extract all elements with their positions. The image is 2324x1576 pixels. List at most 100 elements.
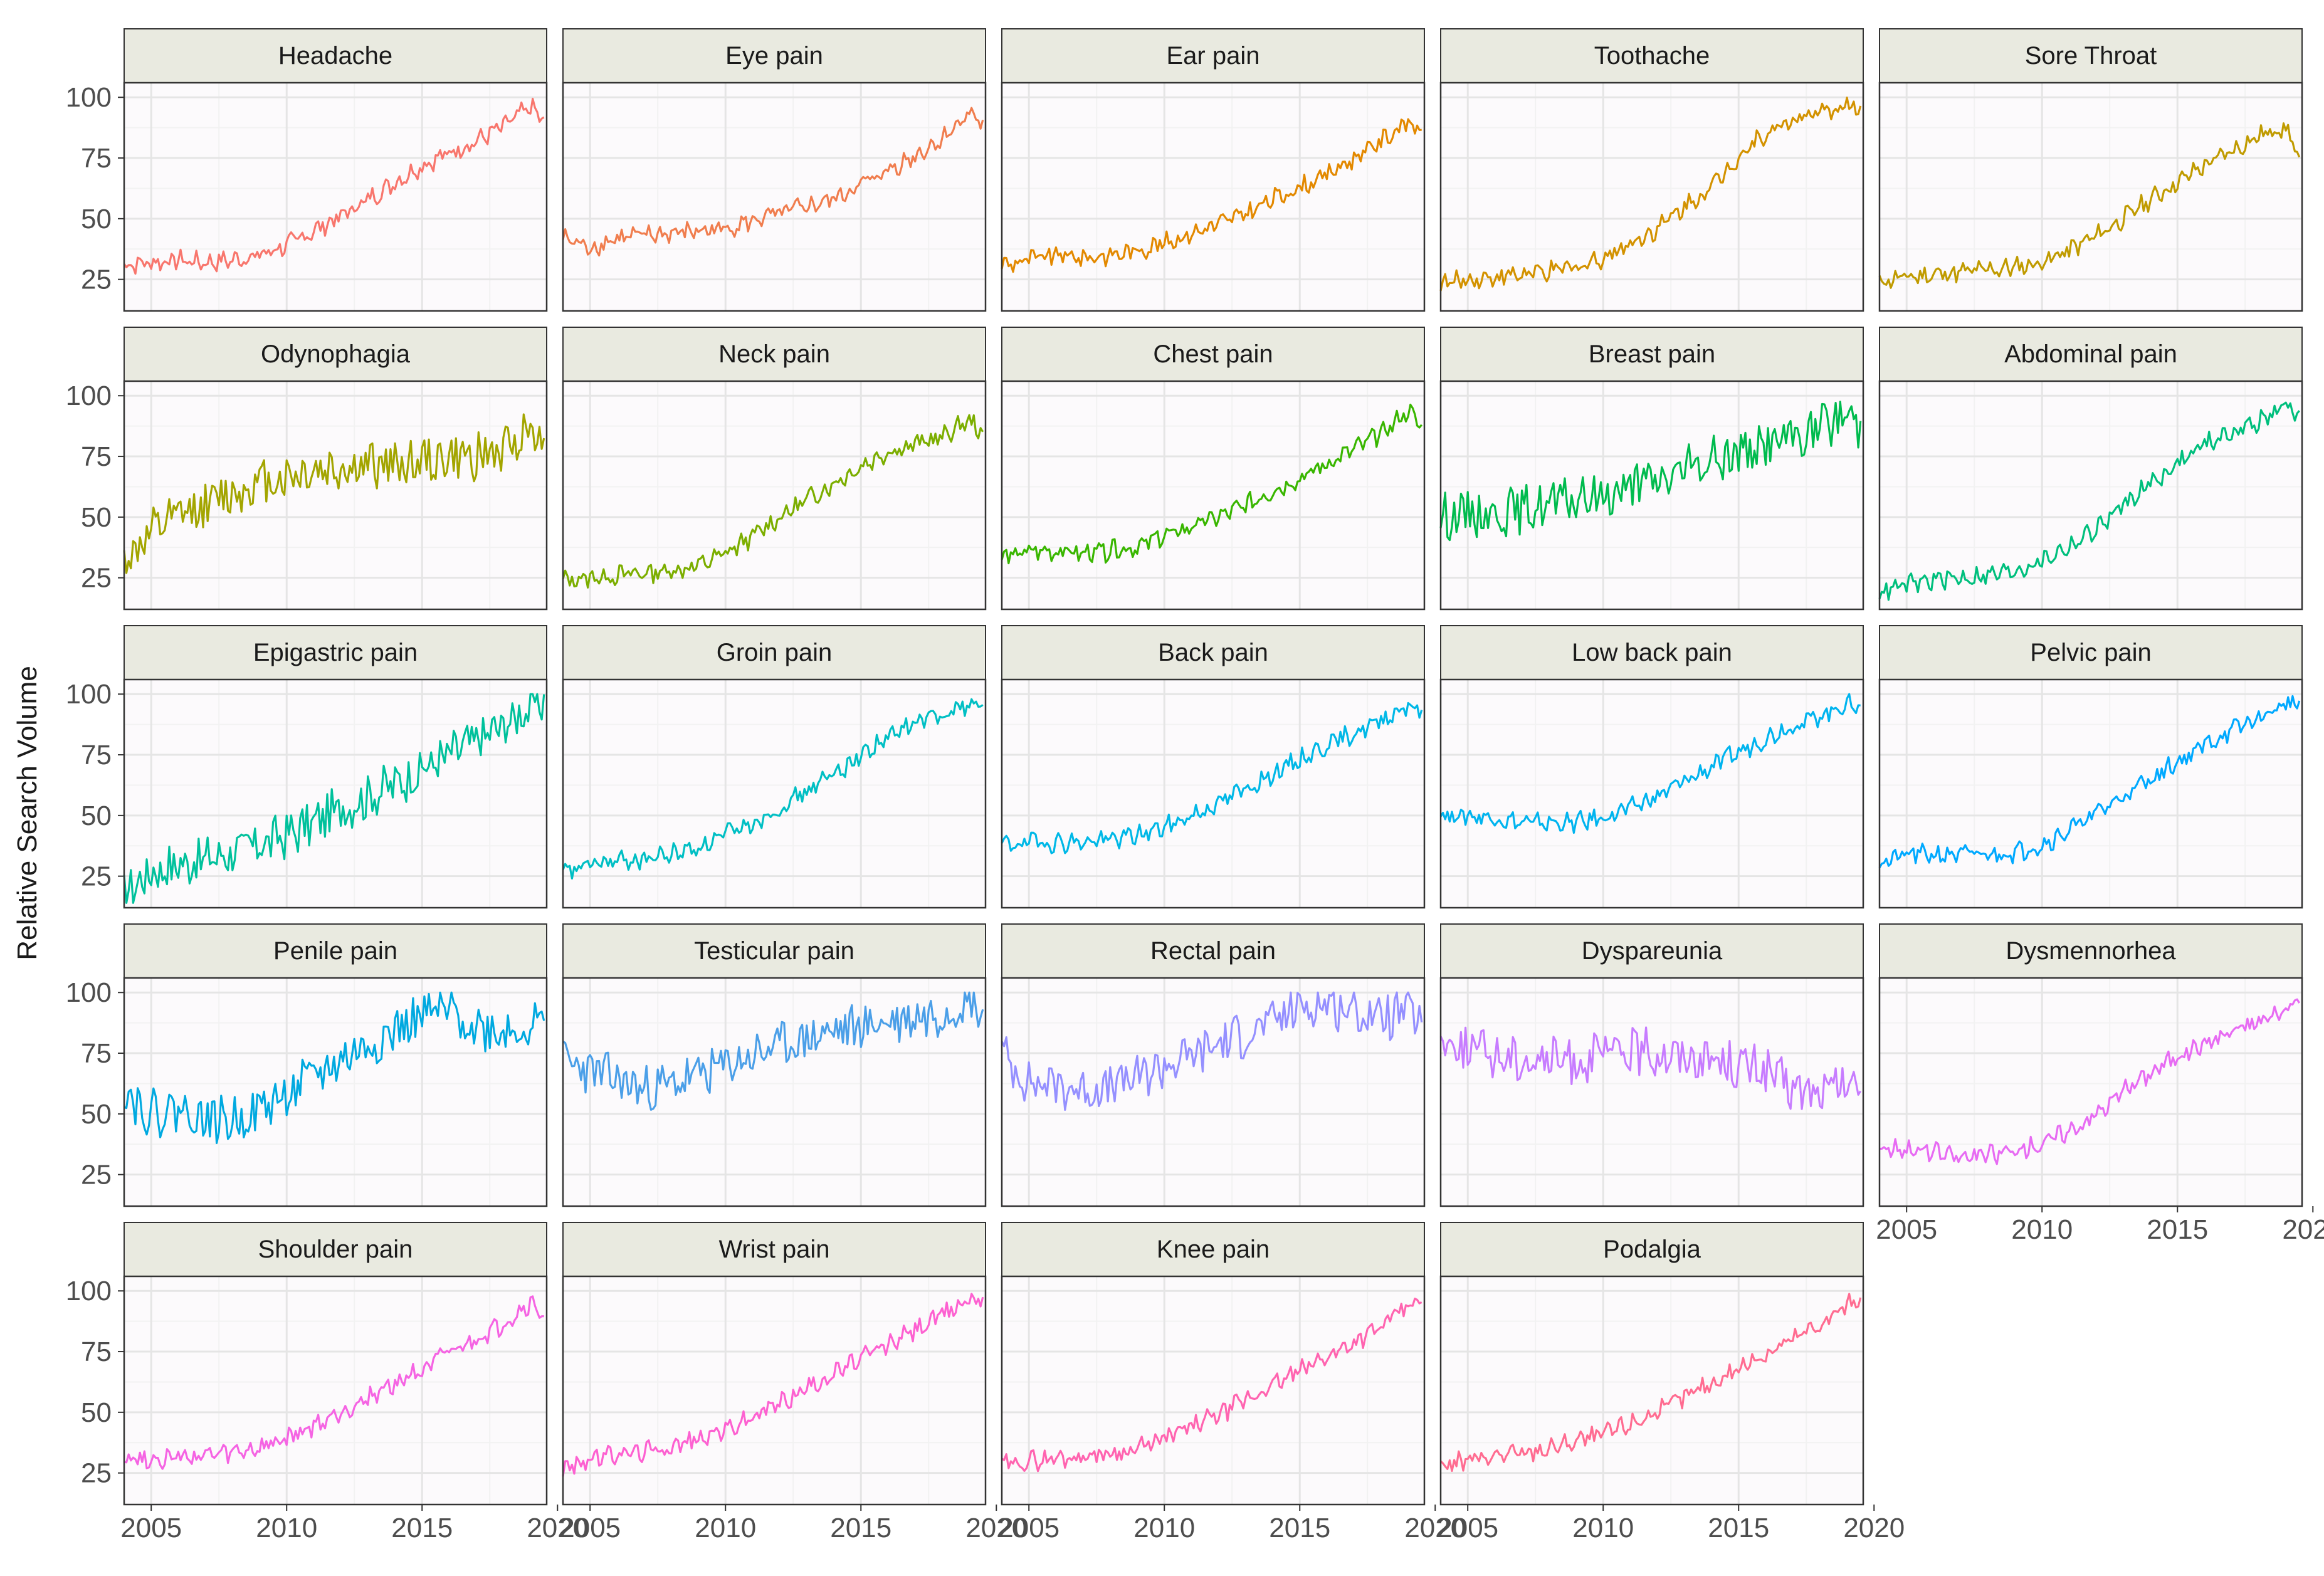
x-tick-label: 2015 xyxy=(830,1513,891,1543)
panel-border xyxy=(1001,380,1426,611)
facet-eye-pain: Eye pain xyxy=(562,28,987,312)
series-line-low-back-pain xyxy=(1439,693,1861,834)
facet-abdominal-pain: Abdominal pain xyxy=(1878,327,2303,611)
facet-strip-label: Headache xyxy=(278,42,392,70)
panel-border xyxy=(1439,380,1864,611)
plot-panel xyxy=(1002,1276,1424,1505)
x-tick-label: 2010 xyxy=(1572,1513,1634,1543)
facet-strip xyxy=(1440,625,1864,680)
facet-strip xyxy=(562,28,986,83)
y-tick-label: 100 xyxy=(66,977,112,1008)
facet-strip xyxy=(124,327,547,382)
facet-strip xyxy=(1879,625,2303,680)
facet-strip-label: Wrist pain xyxy=(718,1236,829,1263)
series-line-chest-pain xyxy=(1001,403,1422,565)
series-line-penile-pain xyxy=(124,991,545,1145)
y-tick-label: 75 xyxy=(81,441,112,472)
x-tick-label: 2020 xyxy=(527,1513,588,1543)
facet-strip xyxy=(124,625,547,680)
panel-border xyxy=(123,678,548,909)
x-tick-label: 2015 xyxy=(1269,1513,1330,1543)
facet-strip-label: Sore Throat xyxy=(2025,42,2157,70)
panel-border xyxy=(562,977,987,1207)
panel-border xyxy=(562,380,987,611)
series-line-pelvic-pain xyxy=(1878,695,2301,868)
facet-strip-label: Epigastric pain xyxy=(253,639,418,666)
facet-pelvic-pain: Pelvic pain xyxy=(1878,625,2303,909)
facet-rectal-pain: Rectal pain xyxy=(1001,923,1426,1207)
x-tick-label: 2005 xyxy=(120,1513,182,1543)
x-tick-label: 2010 xyxy=(256,1513,317,1543)
y-tick-label: 50 xyxy=(81,204,112,234)
facet-strip-label: Penile pain xyxy=(273,937,397,965)
facet-strip-label: Odynophagia xyxy=(261,340,411,368)
series-line-dysmennorhea xyxy=(1879,998,2301,1165)
plot-panel xyxy=(1002,680,1424,908)
panel-border xyxy=(1439,678,1864,909)
y-tick-label: 50 xyxy=(81,1099,112,1130)
series-line-dyspareunia xyxy=(1439,1026,1862,1110)
facet-dyspareunia: Dyspareunia xyxy=(1439,923,1864,1207)
panel-border xyxy=(562,1275,987,1506)
facet-odynophagia: Odynophagia xyxy=(123,327,548,611)
x-tick-label: 2015 xyxy=(391,1513,453,1543)
plot-panel xyxy=(1002,381,1424,609)
x-tick-label: 2020 xyxy=(1404,1513,1466,1543)
facet-podalgia: Podalgia 2005 2010 2015 2020 xyxy=(1437,1222,1905,1543)
facet-strip xyxy=(1879,327,2303,382)
facet-strip xyxy=(124,28,547,83)
x-tick-label: 2020 xyxy=(965,1513,1027,1543)
panel-border xyxy=(1439,81,1864,312)
facet-strip xyxy=(562,923,986,979)
panel-border xyxy=(562,81,987,312)
x-tick-label: 2020 xyxy=(1843,1513,1905,1543)
facet-strip-label: Toothache xyxy=(1594,42,1710,70)
panel-border xyxy=(1001,977,1426,1207)
facet-epigastric-pain: Epigastric pain xyxy=(123,625,548,909)
x-tick-label: 2005 xyxy=(1876,1214,1937,1245)
series-line-knee-pain xyxy=(1001,1297,1422,1473)
facet-strip xyxy=(1879,923,2303,979)
facet-strip-label: Dysmennorhea xyxy=(2006,937,2176,965)
series-line-breast-pain xyxy=(1439,401,1862,542)
y-tick-label: 100 xyxy=(66,679,112,710)
plot-panel xyxy=(1441,381,1863,609)
x-tick-label: 2005 xyxy=(998,1513,1059,1543)
x-tick-label: 2010 xyxy=(2011,1214,2073,1245)
series-line-odynophagia xyxy=(123,413,545,574)
y-tick-label: 50 xyxy=(81,502,112,533)
facet-testicular-pain: Testicular pain xyxy=(562,923,987,1207)
y-tick-label: 50 xyxy=(81,1397,112,1428)
panel-border xyxy=(123,1275,548,1506)
facet-strip-label: Chest pain xyxy=(1153,340,1273,368)
facet-back-pain: Back pain xyxy=(1001,625,1426,909)
y-tick-label: 100 xyxy=(66,82,112,113)
facet-shoulder-pain: Shoulder pain 2005 2010 2015 2020 xyxy=(120,1222,588,1543)
series-line-abdominal-pain xyxy=(1878,401,2300,601)
facet-strip xyxy=(1001,625,1425,680)
facet-low-back-pain: Low back pain xyxy=(1439,625,1864,909)
facet-wrist-pain: Wrist pain 2005 2010 2015 2020 xyxy=(559,1222,1027,1543)
facet-ear-pain: Ear pain xyxy=(1001,28,1426,312)
series-line-sore-throat xyxy=(1878,122,2301,289)
plot-panel xyxy=(124,978,547,1206)
panel-border xyxy=(1439,977,1864,1207)
series-line-epigastric-pain xyxy=(123,693,545,904)
plot-panel xyxy=(124,1276,547,1505)
series-line-toothache xyxy=(1439,97,1862,292)
y-tick-label: 100 xyxy=(66,381,112,411)
facet-strip xyxy=(1001,923,1425,979)
y-axis-title: Relative Search Volume xyxy=(12,666,43,960)
facet-strip xyxy=(562,625,986,680)
facet-strip-label: Podalgia xyxy=(1603,1236,1701,1263)
plot-panel xyxy=(563,381,986,609)
y-tick-label: 50 xyxy=(81,801,112,831)
panel-border xyxy=(1001,678,1426,909)
facet-strip xyxy=(1001,1222,1425,1277)
plot-panel xyxy=(1002,978,1424,1206)
panel-border xyxy=(1878,380,2303,611)
y-tick-label: 75 xyxy=(81,740,112,770)
y-tick-label: 25 xyxy=(81,1458,112,1489)
series-line-wrist-pain xyxy=(562,1293,984,1477)
panel-border xyxy=(1878,81,2303,312)
